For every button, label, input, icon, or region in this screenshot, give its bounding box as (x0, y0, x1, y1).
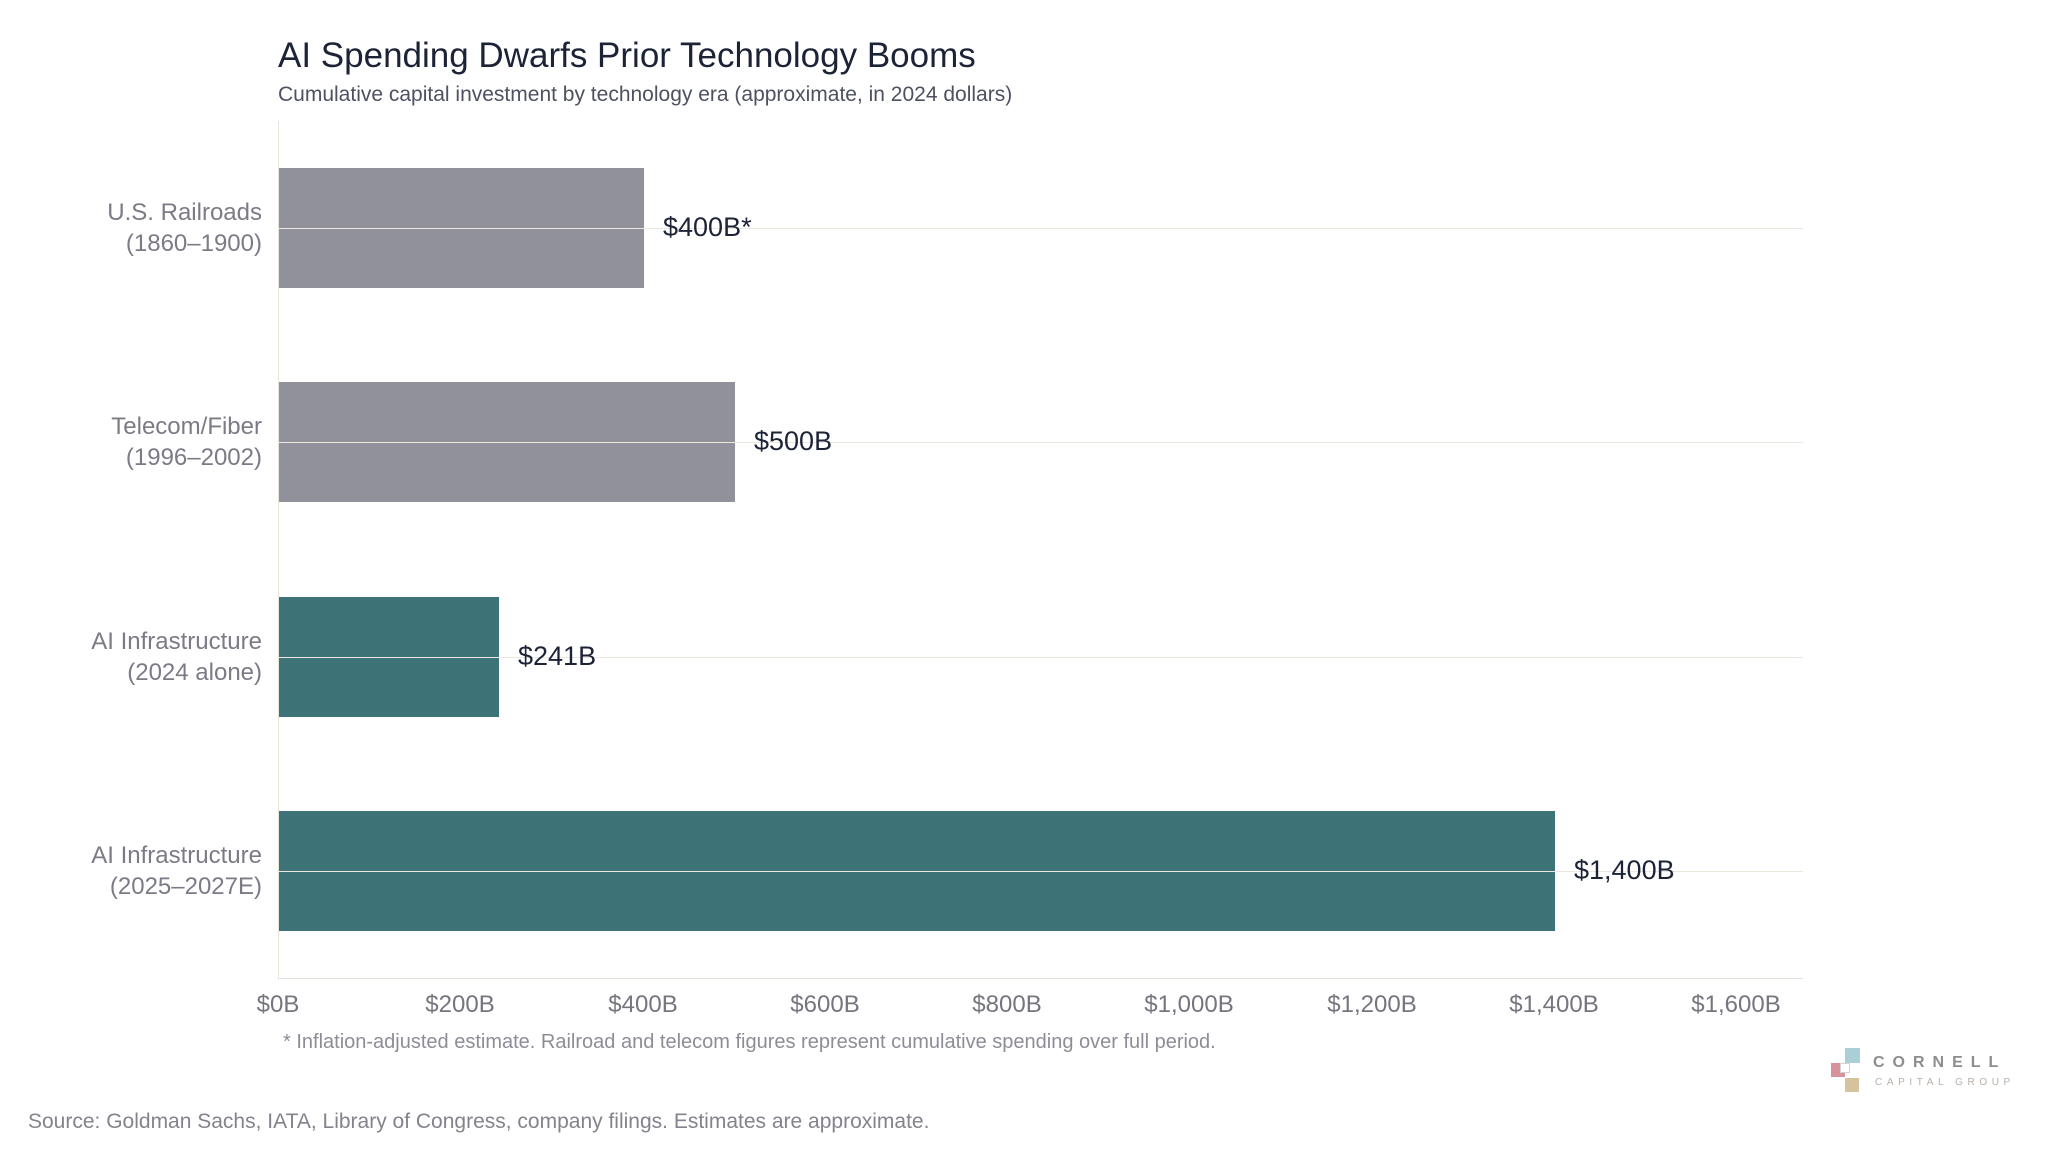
row-gridline (279, 871, 1803, 872)
x-tick-label: $0B (256, 991, 300, 1018)
bar-value-label: $500B (754, 425, 833, 456)
row-gridline (279, 228, 1803, 229)
x-tick-label: $1,200B (1327, 991, 1417, 1018)
bar-value-label: $1,400B (1574, 854, 1675, 885)
source-note: Source: Goldman Sachs, IATA, Library of … (28, 1110, 930, 1133)
x-tick-label: $1,000B (1144, 991, 1234, 1018)
logo-tagline: CAPITAL GROUP (1875, 1077, 2015, 1088)
chart-subtitle: Cumulative capital investment by technol… (278, 83, 1013, 106)
cornell-logo: CORNELL CAPITAL GROUP (1831, 1046, 2015, 1092)
bar-value-label: $400B* (663, 211, 752, 242)
category-label: U.S. Railroads (1860–1900) (107, 199, 262, 257)
chart-footnote: * Inflation-adjusted estimate. Railroad … (283, 1031, 1216, 1053)
x-tick-label: $1,600B (1691, 991, 1781, 1018)
category-label: AI Infrastructure (2024 alone) (91, 628, 262, 686)
row-gridline (279, 442, 1803, 443)
logo-square-center-icon (1840, 1063, 1850, 1073)
x-tick-label: $400B (608, 991, 678, 1018)
plot-area: $400B* $500B $241B $1,400B (278, 121, 1803, 979)
category-label: Telecom/Fiber (1996–2002) (111, 413, 262, 471)
x-tick-label: $800B (972, 991, 1042, 1018)
logo-square-blue-icon (1845, 1048, 1860, 1063)
x-tick-label: $600B (790, 991, 860, 1018)
logo-square-tan-icon (1845, 1078, 1859, 1092)
chart-title: AI Spending Dwarfs Prior Technology Boom… (278, 36, 976, 75)
bar-value-label: $241B (518, 640, 597, 671)
row-gridline (279, 657, 1803, 658)
chart-header: AI Spending Dwarfs Prior Technology Boom… (278, 36, 1012, 107)
logo-wordmark: CORNELL (1873, 1054, 2007, 1071)
category-label: AI Infrastructure (2025–2027E) (91, 842, 262, 900)
cornell-logo-mark (1831, 1046, 1860, 1092)
x-tick-label: $200B (425, 991, 495, 1018)
x-tick-label: $1,400B (1509, 991, 1599, 1018)
logo-text: CORNELL CAPITAL GROUP (1873, 1046, 2015, 1088)
category-axis-labels: U.S. Railroads (1860–1900) Telecom/Fiber (1… (0, 121, 262, 978)
